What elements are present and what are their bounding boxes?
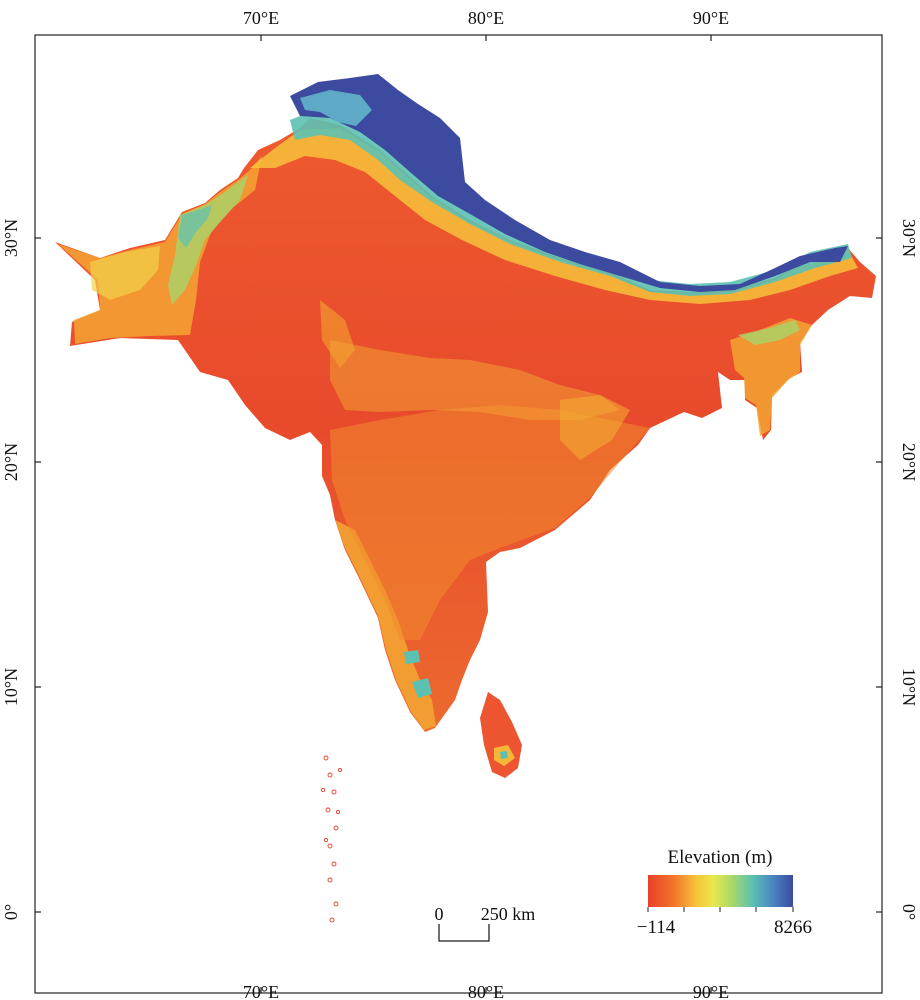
sri-lanka-peak: [500, 751, 508, 759]
central-highlands: [330, 340, 620, 420]
top-label-90e: 90°E: [693, 8, 729, 28]
scale-zero-label: 0: [435, 904, 444, 924]
bottom-label-80e: 80°E: [468, 982, 504, 1000]
aravalli: [320, 300, 355, 368]
nilgiri-teal: [404, 650, 420, 664]
elevation-highlands: [58, 74, 858, 766]
northeast-green: [738, 320, 800, 345]
scale-bar-line: [438, 924, 490, 942]
western-ghats: [335, 520, 436, 730]
left-label-0: 0°: [1, 904, 21, 920]
right-label-30n: 30°N: [899, 219, 919, 257]
legend-min-label: −114: [637, 917, 676, 938]
left-label-10n: 10°N: [1, 668, 21, 706]
northeast-hills: [730, 318, 812, 436]
top-label-80e: 80°E: [468, 8, 504, 28]
bottom-label-90e: 90°E: [693, 982, 729, 1000]
legend-title: Elevation (m): [668, 847, 773, 868]
right-label-10n: 10°N: [899, 668, 919, 706]
axis-ticks: [35, 35, 882, 993]
right-label-0: 0°: [899, 904, 919, 920]
scale-bar: 0 250 km: [435, 904, 536, 942]
western-green-ridge: [168, 175, 248, 305]
baluch-yellow: [90, 246, 160, 300]
chota-nagpur: [560, 395, 630, 460]
legend-max-label: 8266: [774, 917, 812, 938]
bottom-label-70e: 70°E: [243, 982, 279, 1000]
maldives-islands: [320, 755, 343, 923]
top-label-70e: 70°E: [243, 8, 279, 28]
left-label-20n: 20°N: [1, 443, 21, 481]
cardamom-teal: [412, 678, 432, 698]
legend: Elevation (m) −114 8266: [637, 847, 812, 938]
western-teal-ridge: [178, 205, 212, 248]
himalaya-foothills: [250, 128, 858, 304]
tibet-blue: [290, 74, 848, 292]
tibet-teal-streaks: [300, 90, 372, 126]
deccan-plateau: [330, 405, 650, 640]
legend-colorbar: [648, 875, 793, 907]
right-label-20n: 20°N: [899, 443, 919, 481]
scale-distance-label: 250 km: [481, 904, 536, 924]
left-label-30n: 30°N: [1, 219, 21, 257]
